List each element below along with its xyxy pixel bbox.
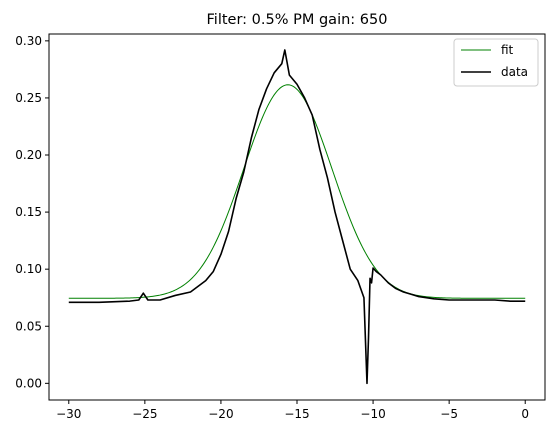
x-tick-label: −30: [56, 407, 81, 421]
y-tick-label: 0.20: [15, 148, 42, 162]
y-tick-label: 0.00: [15, 376, 42, 390]
x-tick-label: −15: [284, 407, 309, 421]
y-tick-label: 0.15: [15, 205, 42, 219]
series-layer: [68, 49, 526, 385]
y-tick-label: 0.25: [15, 91, 42, 105]
legend-label-data: data: [501, 65, 528, 79]
x-axis-ticks: −30 −25 −20 −15 −10 −5 0: [56, 400, 529, 421]
series-line-data: [68, 49, 526, 385]
legend-box: [453, 38, 539, 87]
legend-label-fit: fit: [501, 43, 514, 57]
series-line-fit: [68, 84, 526, 299]
y-axis-ticks: 0.00 0.05 0.10 0.15 0.20 0.25 0.30: [15, 34, 49, 390]
x-tick-label: −5: [440, 407, 458, 421]
x-tick-label: −25: [132, 407, 157, 421]
x-tick-label: 0: [521, 407, 529, 421]
y-tick-label: 0.30: [15, 34, 42, 48]
x-tick-label: −10: [360, 407, 385, 421]
y-tick-label: 0.05: [15, 319, 42, 333]
legend: fit data: [453, 38, 539, 87]
y-tick-label: 0.10: [15, 262, 42, 276]
x-tick-label: −20: [208, 407, 233, 421]
chart-title: Filter: 0.5% PM gain: 650: [207, 12, 388, 28]
